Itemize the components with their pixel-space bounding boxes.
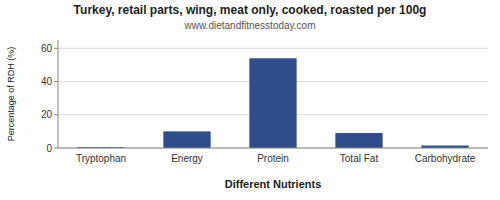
x-axis-label: Different Nutrients <box>225 178 322 190</box>
bars <box>77 58 468 148</box>
tick-mark <box>54 81 58 82</box>
category-label: Energy <box>171 153 203 164</box>
bar <box>249 58 296 148</box>
chart-container: Turkey, retail parts, wing, meat only, c… <box>0 0 500 200</box>
category-label: Protein <box>257 153 289 164</box>
bar <box>163 131 210 148</box>
grid-line <box>58 148 488 149</box>
subtitle: www.dietandfitnesstoday.com <box>184 20 316 31</box>
category-label: Tryptophan <box>76 153 126 164</box>
x-axis: Tryptophan Energy Protein Total Fat Carbohyd… <box>76 153 476 164</box>
y-axis-line <box>58 40 59 148</box>
grid-line <box>58 48 488 49</box>
tick-label: 20 <box>41 109 53 120</box>
y-axis-label: Percentage of RDH (%) <box>6 47 16 142</box>
tick-label: 0 <box>46 143 52 154</box>
tick-mark <box>54 114 58 115</box>
tick-label: 40 <box>41 76 53 87</box>
tick-mark <box>54 148 58 149</box>
chart: Turkey, retail parts, wing, meat only, c… <box>0 0 500 200</box>
y-axis: 0 20 40 60 <box>41 43 488 154</box>
category-label: Total Fat <box>340 153 379 164</box>
tick-label: 60 <box>41 43 53 54</box>
tick-mark <box>54 48 58 49</box>
bar <box>335 133 382 148</box>
category-label: Carbohydrate <box>415 153 476 164</box>
x-axis-line <box>58 148 488 149</box>
title: Turkey, retail parts, wing, meat only, c… <box>74 3 427 17</box>
